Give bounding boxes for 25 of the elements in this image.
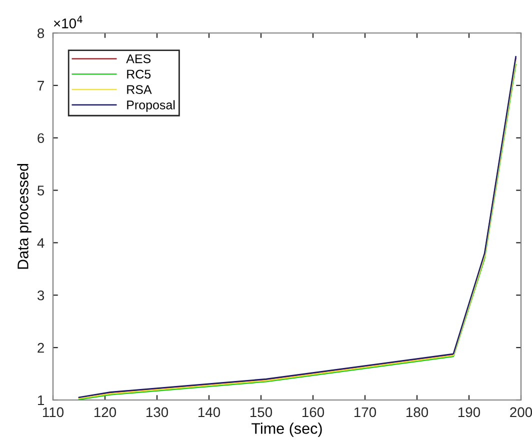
x-tick-label: 190 xyxy=(458,407,480,418)
x-tick-label: 150 xyxy=(250,407,272,418)
y-tick-label: 3 xyxy=(37,290,44,300)
legend-label: AES xyxy=(126,54,151,64)
legend-label: Proposal xyxy=(127,100,175,112)
x-tick-label: 180 xyxy=(406,407,428,418)
legend-label: RC5 xyxy=(127,70,151,79)
text: ×10$^{4}$ xyxy=(54,16,82,28)
x-tick-label: 170 xyxy=(354,407,376,418)
y-tick-label: 2 xyxy=(38,342,44,353)
y-tick-label: 5 xyxy=(38,186,44,196)
x-tick-label: 110 xyxy=(42,407,64,418)
y-tick-label: 4 xyxy=(37,238,44,248)
x-axis-title: Time (sec) xyxy=(252,422,322,437)
x-tick-label: 160 xyxy=(302,407,324,418)
y-tick-label: 1 xyxy=(38,395,44,406)
x-tick-label: 130 xyxy=(146,407,168,418)
x-tick-label: 140 xyxy=(198,407,220,418)
legend-label: RSA xyxy=(127,85,152,94)
y-axis-title: Data processed xyxy=(17,164,32,269)
y-tick-label: 7 xyxy=(38,80,44,90)
y-tick-label: 8 xyxy=(38,28,44,38)
x-tick-label: 200 xyxy=(510,407,532,418)
x-tick-label: 120 xyxy=(94,407,116,418)
y-tick-label: 6 xyxy=(38,133,44,144)
